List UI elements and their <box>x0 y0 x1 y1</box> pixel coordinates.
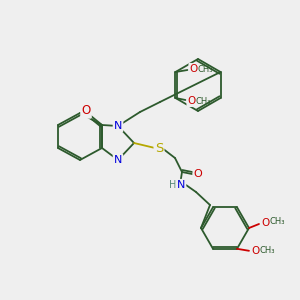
Text: CH₃: CH₃ <box>196 97 211 106</box>
Text: O: O <box>81 104 91 118</box>
Text: S: S <box>155 142 163 155</box>
Text: H: H <box>169 180 177 190</box>
Text: N: N <box>114 155 122 165</box>
Text: O: O <box>194 169 202 179</box>
Text: N: N <box>177 180 185 190</box>
Text: O: O <box>188 96 196 106</box>
Text: O: O <box>261 218 269 228</box>
Text: O: O <box>190 64 198 74</box>
Text: CH₃: CH₃ <box>259 246 274 255</box>
Text: CH₃: CH₃ <box>269 218 284 226</box>
Text: CH₃: CH₃ <box>197 64 213 74</box>
Text: O: O <box>251 246 259 256</box>
Text: N: N <box>114 121 122 131</box>
